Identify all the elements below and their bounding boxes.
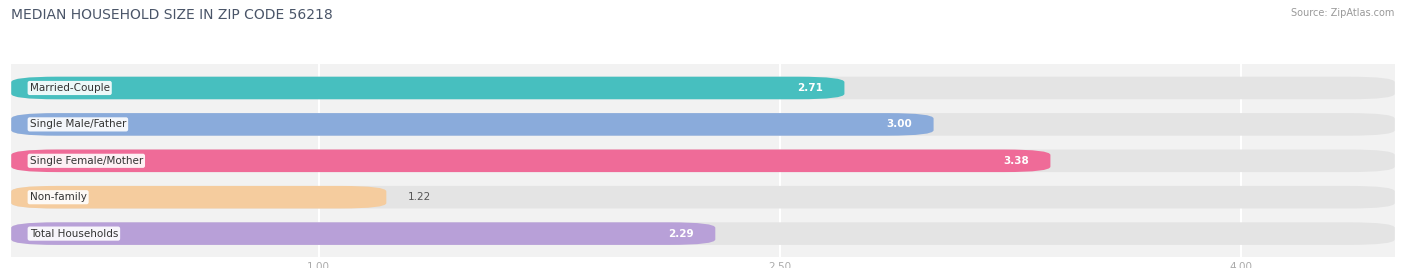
FancyBboxPatch shape (11, 186, 387, 209)
Text: 3.38: 3.38 (1002, 156, 1029, 166)
FancyBboxPatch shape (11, 77, 1395, 99)
FancyBboxPatch shape (11, 77, 845, 99)
Text: Single Female/Mother: Single Female/Mother (30, 156, 143, 166)
Text: 2.71: 2.71 (797, 83, 823, 93)
FancyBboxPatch shape (11, 222, 716, 245)
Text: Non-family: Non-family (30, 192, 87, 202)
Text: Married-Couple: Married-Couple (30, 83, 110, 93)
Text: MEDIAN HOUSEHOLD SIZE IN ZIP CODE 56218: MEDIAN HOUSEHOLD SIZE IN ZIP CODE 56218 (11, 8, 333, 22)
Text: Single Male/Father: Single Male/Father (30, 119, 127, 129)
FancyBboxPatch shape (11, 222, 1395, 245)
FancyBboxPatch shape (11, 150, 1395, 172)
Text: Total Households: Total Households (30, 229, 118, 239)
Text: 3.00: 3.00 (886, 119, 912, 129)
Text: 1.22: 1.22 (408, 192, 432, 202)
FancyBboxPatch shape (11, 186, 1395, 209)
FancyBboxPatch shape (11, 150, 1050, 172)
Text: Source: ZipAtlas.com: Source: ZipAtlas.com (1291, 8, 1395, 18)
FancyBboxPatch shape (11, 113, 1395, 136)
Text: 2.29: 2.29 (668, 229, 693, 239)
FancyBboxPatch shape (11, 113, 934, 136)
